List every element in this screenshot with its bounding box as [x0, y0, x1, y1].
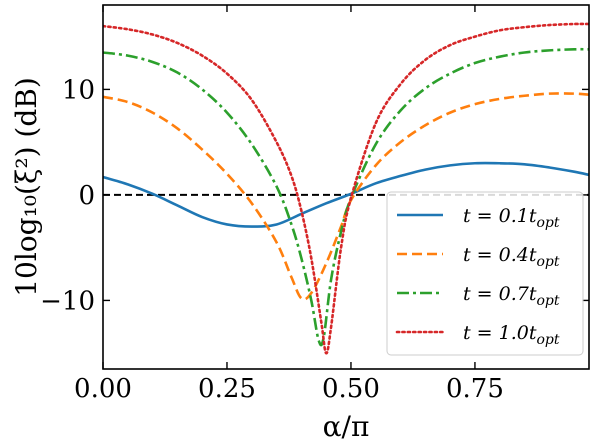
- axes: 0.00 0.25 0.50 0.75 −10 0 10: [40, 4, 590, 404]
- x-tick-label-1: 0.25: [198, 374, 256, 404]
- series-line-4: [103, 22, 589, 355]
- y-tick-label-0: −10: [40, 286, 95, 316]
- legend-label-subscript-2: opt: [537, 254, 560, 270]
- plot-area: [103, 22, 589, 355]
- x-tick-label-3: 0.75: [446, 374, 504, 404]
- series-line-3: [103, 47, 589, 347]
- y-tick-label-2: 10: [62, 75, 95, 105]
- y-tick-label-1: 0: [78, 181, 95, 211]
- legend-label-subscript-3: opt: [537, 293, 560, 309]
- x-tick-label-2: 0.50: [322, 374, 380, 404]
- legend-label-subscript-4: opt: [537, 332, 560, 348]
- x-axis-label: α/π: [323, 410, 370, 443]
- series-line-2: [103, 92, 589, 301]
- y-axis-label: 10log₁₀(ξ²) (dB): [10, 77, 43, 297]
- legend-box: [386, 191, 584, 356]
- x-tick-label-0: 0.00: [74, 374, 132, 404]
- legend-label-subscript-1: opt: [537, 215, 560, 231]
- legend-label-4: t = 1.0topt: [463, 322, 560, 348]
- plot-frame: [102, 4, 590, 370]
